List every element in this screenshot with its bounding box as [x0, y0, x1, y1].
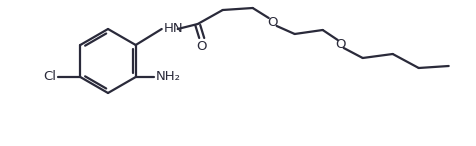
Text: O: O	[197, 40, 207, 53]
Text: HN: HN	[164, 22, 183, 35]
Text: Cl: Cl	[43, 71, 56, 84]
Text: NH₂: NH₂	[156, 71, 181, 84]
Text: O: O	[336, 38, 346, 51]
Text: O: O	[268, 15, 278, 28]
